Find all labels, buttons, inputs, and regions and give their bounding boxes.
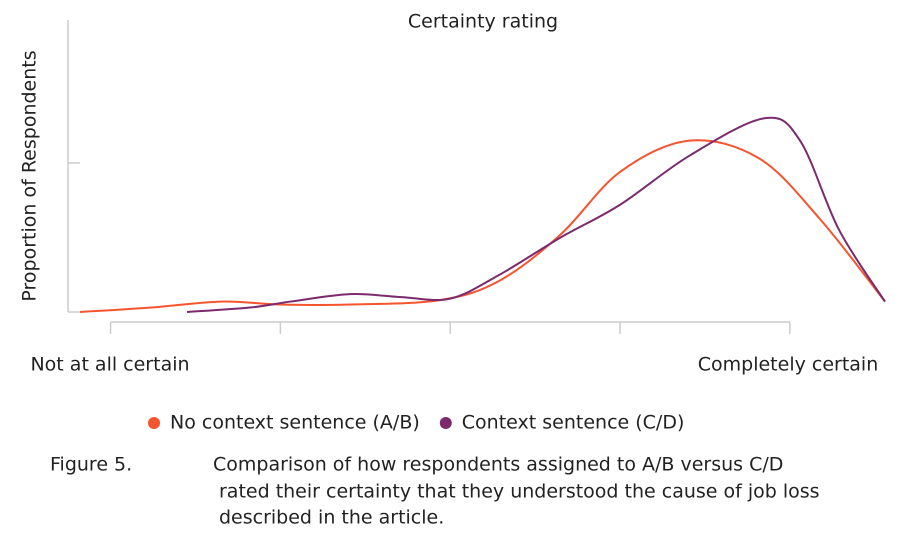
density-line: [79, 139, 886, 313]
legend-label: No context sentence (A/B): [170, 412, 420, 434]
caption-label: Figure 5.: [50, 454, 132, 476]
chart-title: Certainty rating: [408, 11, 558, 33]
x-end-label: Not at all certain: [30, 354, 189, 376]
y-axis-label: Proportion of Respondents: [19, 50, 41, 301]
caption-line: described in the article.: [219, 507, 444, 529]
x-end-label: Completely certain: [698, 354, 879, 376]
legend-marker: [439, 417, 452, 429]
legend-marker: [148, 417, 160, 429]
caption-line: rated their certainty that they understo…: [219, 481, 820, 503]
density-line: [186, 116, 886, 313]
caption-line: Comparison of how respondents assigned t…: [213, 454, 783, 476]
legend-label: Context sentence (C/D): [462, 412, 685, 434]
